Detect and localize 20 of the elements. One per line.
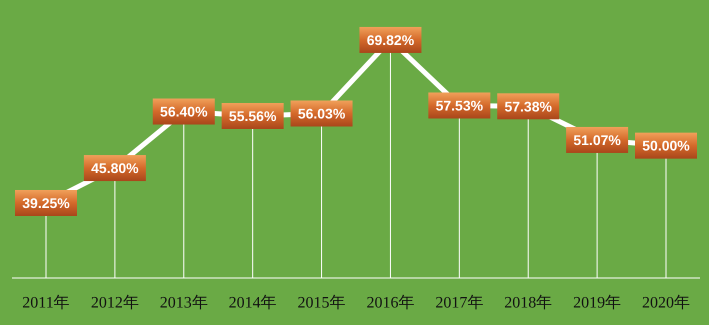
data-label: 39.25% <box>22 194 70 211</box>
x-tick-label: 2019年 <box>573 294 622 312</box>
data-label: 45.80% <box>91 160 140 176</box>
x-tick-label: 2012年 <box>90 294 139 312</box>
x-tick-label: 2015年 <box>298 294 346 312</box>
data-label: 51.07% <box>573 132 622 148</box>
x-tick-label: 2017年 <box>435 294 484 312</box>
x-tick-label: 2011年 <box>22 294 70 312</box>
x-tick-label: 2014年 <box>228 294 277 312</box>
x-tick-label: 2016年 <box>366 294 414 312</box>
data-label: 55.56% <box>228 108 277 124</box>
data-label: 56.03% <box>298 106 346 122</box>
data-label: 69.82% <box>366 32 415 48</box>
x-tick-label: 2013年 <box>160 294 208 312</box>
data-label: 50.00% <box>642 138 690 154</box>
data-label: 57.53% <box>436 98 484 114</box>
x-tick-label: 2018年 <box>504 294 552 312</box>
data-label: 56.40% <box>160 104 208 120</box>
x-tick-label: 2020年 <box>642 294 690 312</box>
data-label: 57.38% <box>504 98 553 114</box>
